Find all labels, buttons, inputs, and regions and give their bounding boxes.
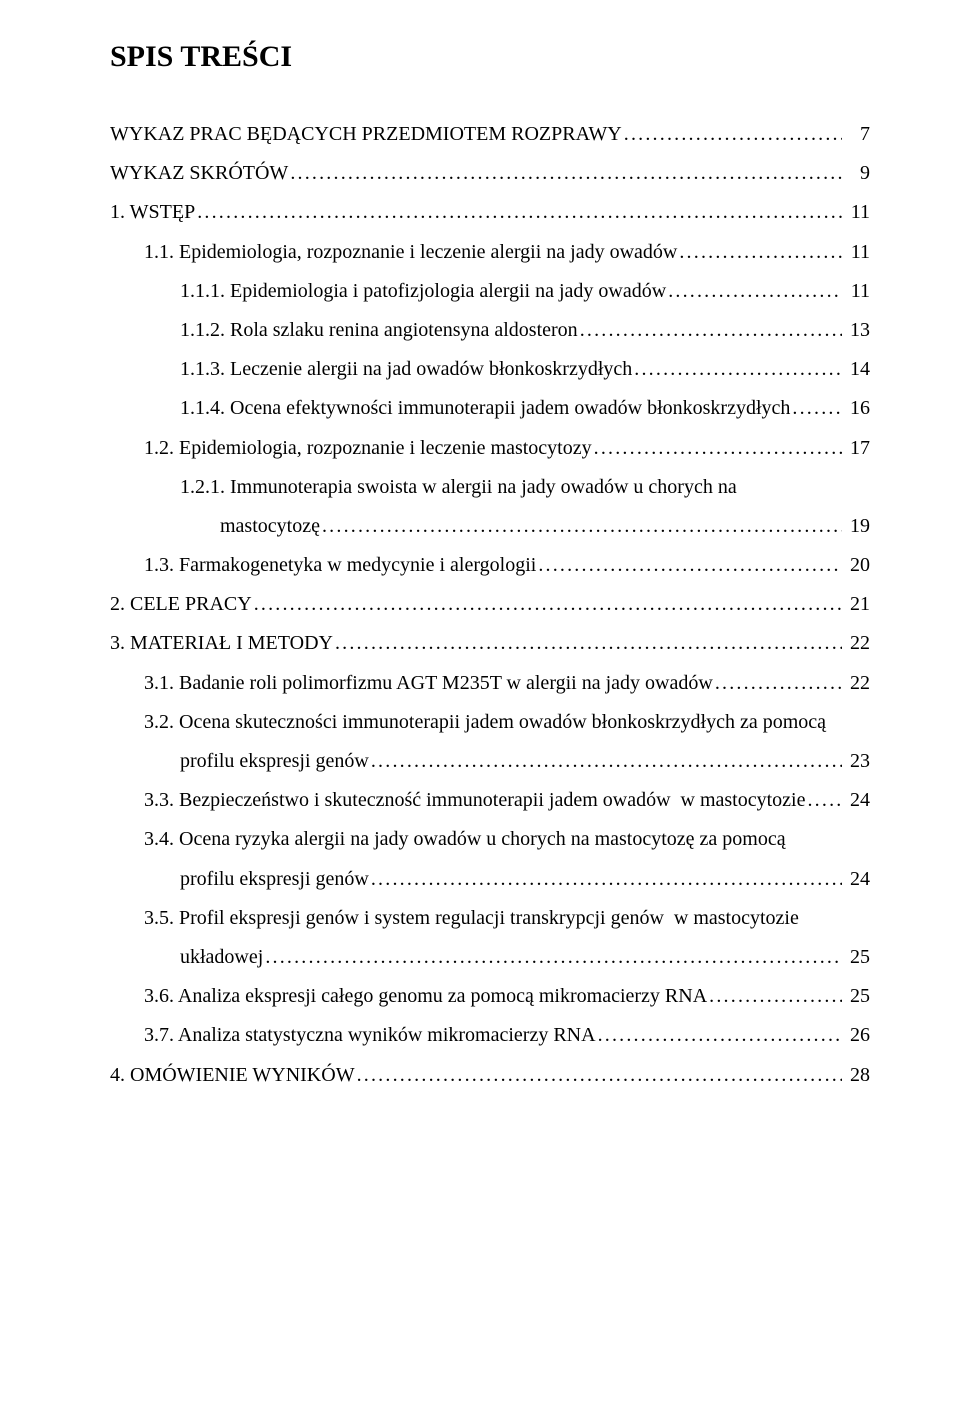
- toc-entry-label: 4. OMÓWIENIE WYNIKÓW: [110, 1065, 355, 1085]
- toc-entry: WYKAZ PRAC BĘDĄCYCH PRZEDMIOTEM ROZPRAWY…: [110, 124, 870, 144]
- toc-entry-page: 23: [842, 751, 870, 771]
- toc-entry: profilu ekspresji genów 23: [110, 751, 870, 771]
- toc-entry: 3.6. Analiza ekspresji całego genomu za …: [110, 986, 870, 1006]
- toc-entry-page: 11: [842, 281, 870, 301]
- toc-entry-label: 1.1.2. Rola szlaku renina angiotensyna a…: [180, 320, 578, 340]
- page: SPIS TREŚCI WYKAZ PRAC BĘDĄCYCH PRZEDMIO…: [0, 0, 960, 1410]
- toc-leader: [320, 516, 842, 536]
- toc-entry-label: układowej: [180, 947, 263, 967]
- toc-entry: 1.2.1. Immunoterapia swoista w alergii n…: [110, 477, 870, 497]
- toc-entry-label: 3. MATERIAŁ I METODY: [110, 633, 333, 653]
- toc-leader: [263, 947, 842, 967]
- toc-entry: mastocytozę 19: [110, 516, 870, 536]
- toc-entry-label: 3.7. Analiza statystyczna wyników mikrom…: [144, 1025, 596, 1045]
- toc-entry-page: 24: [842, 869, 870, 889]
- toc-leader: [369, 751, 842, 771]
- toc-entry-page: 17: [842, 438, 870, 458]
- toc-entry: 1.1. Epidemiologia, rozpoznanie i leczen…: [110, 242, 870, 262]
- toc-entry-label: WYKAZ SKRÓTÓW: [110, 163, 288, 183]
- toc-entry-label: 1. WSTĘP: [110, 202, 195, 222]
- toc-entry-page: 14: [842, 359, 870, 379]
- toc-entry-page: 9: [842, 163, 870, 183]
- toc-entry-label: 1.1. Epidemiologia, rozpoznanie i leczen…: [144, 242, 677, 262]
- toc-entry-label: 3.4. Ocena ryzyka alergii na jady owadów…: [144, 829, 786, 849]
- toc-entry: 1.2. Epidemiologia, rozpoznanie i leczen…: [110, 438, 870, 458]
- toc-entry-label: mastocytozę: [220, 516, 320, 536]
- toc-leader: [536, 555, 842, 575]
- toc-entry: układowej 25: [110, 947, 870, 967]
- toc-entry-page: 11: [842, 202, 870, 222]
- toc-entry-page: 22: [842, 673, 870, 693]
- toc-entry-page: 22: [842, 633, 870, 653]
- toc-entry-page: 20: [842, 555, 870, 575]
- toc-entry: 2. CELE PRACY 21: [110, 594, 870, 614]
- toc-entry-page: 25: [842, 986, 870, 1006]
- toc-entry: 3.7. Analiza statystyczna wyników mikrom…: [110, 1025, 870, 1045]
- toc-entry-page: 7: [842, 124, 870, 144]
- toc-leader: [369, 869, 842, 889]
- toc-entry: 3.3. Bezpieczeństwo i skuteczność immuno…: [110, 790, 870, 810]
- toc-leader: [622, 124, 842, 144]
- toc-leader: [288, 163, 842, 183]
- toc-entry: 1.1.1. Epidemiologia i patofizjologia al…: [110, 281, 870, 301]
- toc-entry-page: 19: [842, 516, 870, 536]
- toc-entry-label: 1.1.3. Leczenie alergii na jad owadów bł…: [180, 359, 632, 379]
- toc-entry-label: profilu ekspresji genów: [180, 869, 369, 889]
- toc-leader: [666, 281, 842, 301]
- toc-leader: [195, 202, 842, 222]
- toc-entry-page: 13: [842, 320, 870, 340]
- toc-entry-label: 1.3. Farmakogenetyka w medycynie i alerg…: [144, 555, 536, 575]
- toc-entry: 3.4. Ocena ryzyka alergii na jady owadów…: [110, 829, 870, 849]
- toc-entry-label: 2. CELE PRACY: [110, 594, 252, 614]
- toc-entry: 4. OMÓWIENIE WYNIKÓW 28: [110, 1065, 870, 1085]
- toc-leader: [677, 242, 842, 262]
- toc-entry: 3.2. Ocena skuteczności immunoterapii ja…: [110, 712, 870, 732]
- toc-leader: [707, 986, 842, 1006]
- toc-entry: 3. MATERIAŁ I METODY 22: [110, 633, 870, 653]
- toc-leader: [578, 320, 842, 340]
- toc-entry-label: WYKAZ PRAC BĘDĄCYCH PRZEDMIOTEM ROZPRAWY: [110, 124, 622, 144]
- toc-entry: profilu ekspresji genów 24: [110, 869, 870, 889]
- toc-entry-label: 3.6. Analiza ekspresji całego genomu za …: [144, 986, 707, 1006]
- toc-entry: 1.3. Farmakogenetyka w medycynie i alerg…: [110, 555, 870, 575]
- toc-entry-page: 21: [842, 594, 870, 614]
- toc-entry-label: 1.1.1. Epidemiologia i patofizjologia al…: [180, 281, 666, 301]
- toc-entry-label: profilu ekspresji genów: [180, 751, 369, 771]
- toc-leader: [805, 790, 842, 810]
- page-title: SPIS TREŚCI: [110, 40, 870, 74]
- toc-entry: 1. WSTĘP 11: [110, 202, 870, 222]
- toc-entry-label: 1.1.4. Ocena efektywności immunoterapii …: [180, 398, 790, 418]
- toc-leader: [632, 359, 842, 379]
- toc-entry: 1.1.3. Leczenie alergii na jad owadów bł…: [110, 359, 870, 379]
- toc-leader: [596, 1025, 842, 1045]
- toc-leader: [592, 438, 842, 458]
- toc-entry-page: 24: [842, 790, 870, 810]
- toc-leader: [252, 594, 842, 614]
- toc-entry: 1.1.4. Ocena efektywności immunoterapii …: [110, 398, 870, 418]
- toc-entry-page: 16: [842, 398, 870, 418]
- toc-entry-page: 25: [842, 947, 870, 967]
- toc-entry-label: 1.2. Epidemiologia, rozpoznanie i leczen…: [144, 438, 592, 458]
- toc-entry-page: 26: [842, 1025, 870, 1045]
- toc-entry-page: 11: [842, 242, 870, 262]
- table-of-contents: WYKAZ PRAC BĘDĄCYCH PRZEDMIOTEM ROZPRAWY…: [110, 124, 870, 1085]
- toc-entry: 1.1.2. Rola szlaku renina angiotensyna a…: [110, 320, 870, 340]
- toc-leader: [790, 398, 842, 418]
- toc-entry: 3.1. Badanie roli polimorfizmu AGT M235T…: [110, 673, 870, 693]
- toc-entry-page: 28: [842, 1065, 870, 1085]
- toc-leader: [713, 673, 842, 693]
- toc-leader: [355, 1065, 842, 1085]
- toc-entry: WYKAZ SKRÓTÓW 9: [110, 163, 870, 183]
- toc-entry-label: 3.1. Badanie roli polimorfizmu AGT M235T…: [144, 673, 713, 693]
- toc-entry-label: 3.3. Bezpieczeństwo i skuteczność immuno…: [144, 790, 805, 810]
- toc-leader: [333, 633, 842, 653]
- toc-entry-label: 3.5. Profil ekspresji genów i system reg…: [144, 908, 799, 928]
- toc-entry: 3.5. Profil ekspresji genów i system reg…: [110, 908, 870, 928]
- toc-entry-label: 1.2.1. Immunoterapia swoista w alergii n…: [180, 477, 737, 497]
- toc-entry-label: 3.2. Ocena skuteczności immunoterapii ja…: [144, 712, 826, 732]
